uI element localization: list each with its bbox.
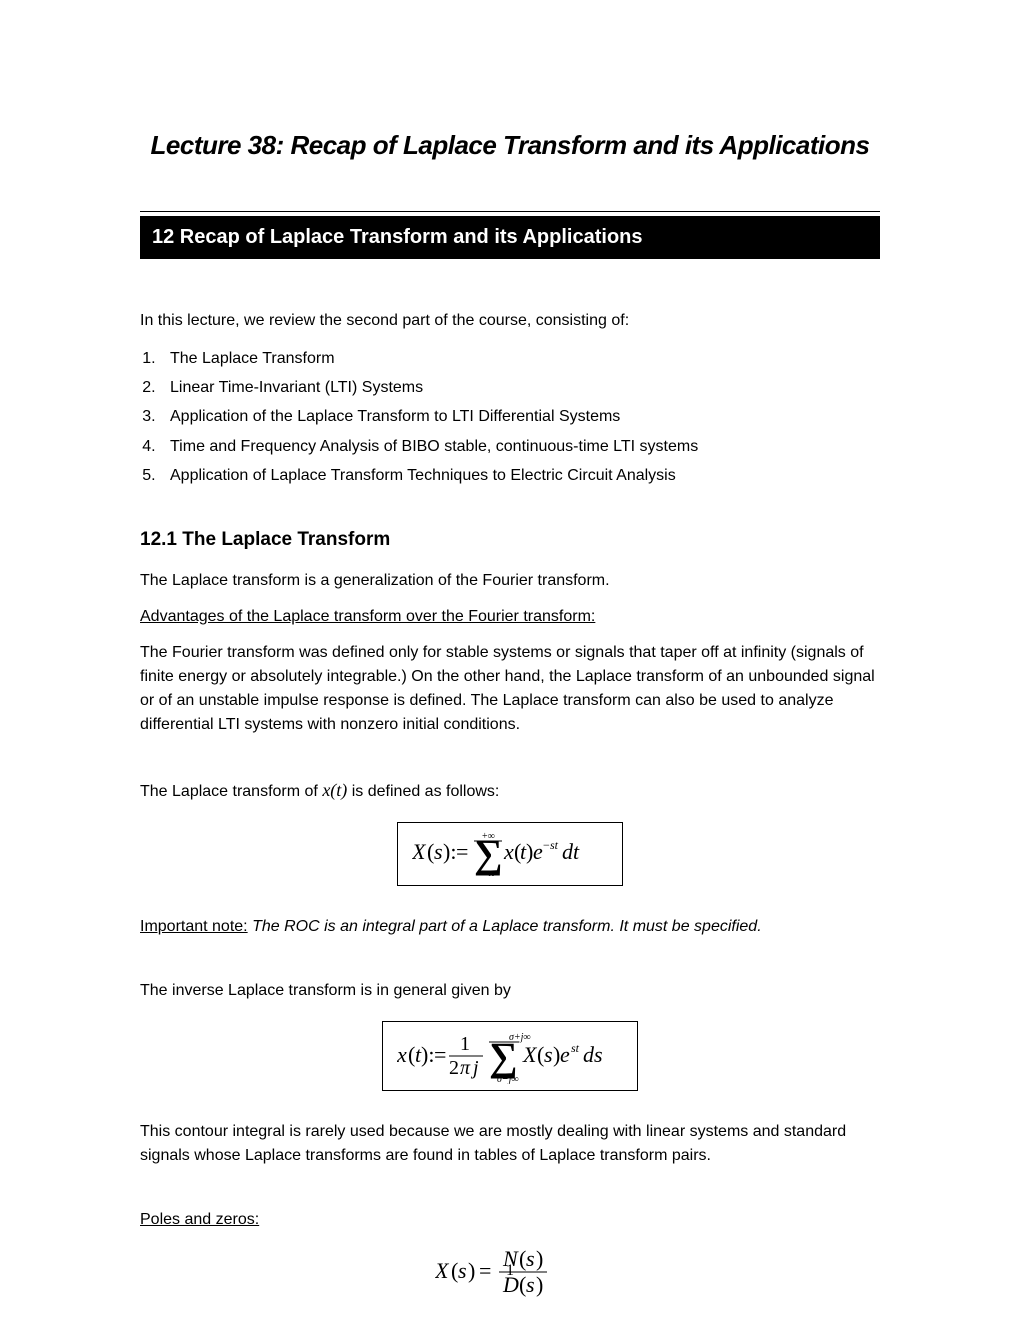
svg-text:):: ):: [421, 1042, 434, 1067]
subsection-heading: 12.1 The Laplace Transform: [140, 529, 880, 551]
svg-text:st: st: [550, 838, 559, 852]
svg-text:ds: ds: [583, 1042, 603, 1067]
forward-transform-equation: X ( s ): = ∑ +∞ −∞ x ( t ) e − st dt: [412, 829, 602, 879]
list-item: The Laplace Transform: [160, 345, 880, 372]
svg-text:s: s: [434, 839, 443, 864]
svg-text:2: 2: [449, 1057, 459, 1079]
section-bar-wrap: 12 Recap of Laplace Transform and its Ap…: [140, 211, 880, 259]
svg-text:x: x: [397, 1042, 407, 1067]
define-math: x(t): [322, 780, 347, 800]
list-item: Application of Laplace Transform Techniq…: [160, 462, 880, 489]
svg-text:x: x: [503, 839, 514, 864]
list-item: Time and Frequency Analysis of BIBO stab…: [160, 433, 880, 460]
forward-transform-box: X ( s ): = ∑ +∞ −∞ x ( t ) e − st dt: [397, 822, 623, 886]
svg-text:e: e: [533, 839, 543, 864]
forward-transform-row: X ( s ): = ∑ +∞ −∞ x ( t ) e − st dt: [140, 816, 880, 901]
important-note: Important note: The ROC is an integral p…: [140, 915, 880, 939]
svg-text:=: =: [456, 839, 468, 864]
define-suffix: is defined as follows:: [347, 783, 499, 800]
svg-text:X: X: [522, 1042, 538, 1067]
svg-text:1: 1: [460, 1033, 470, 1055]
list-item: Linear Time-Invariant (LTI) Systems: [160, 374, 880, 401]
define-prefix: The Laplace transform of: [140, 783, 322, 800]
svg-text:σ−j∞: σ−j∞: [497, 1074, 519, 1084]
svg-text:j: j: [470, 1057, 479, 1079]
important-note-text: The ROC is an integral part of a Laplace…: [248, 918, 762, 935]
page-number: 1: [0, 1262, 1020, 1280]
advantages-body: The Fourier transform was defined only f…: [140, 641, 880, 737]
page-root: Lecture 38: Recap of Laplace Transform a…: [0, 0, 1020, 1320]
svg-text:X: X: [412, 839, 427, 864]
svg-text:e: e: [560, 1042, 570, 1067]
laplace-intro: The Laplace transform is a generalizatio…: [140, 569, 880, 593]
inverse-transform-equation: x ( t ): = 1 2 π j ∑ σ+j∞ σ−j∞ X ( s ): [397, 1028, 617, 1084]
important-note-label: Important note:: [140, 918, 248, 935]
inverse-transform-row: x ( t ): = 1 2 π j ∑ σ+j∞ σ−j∞ X ( s ): [140, 1015, 880, 1106]
advantages-label: Advantages of the Laplace transform over…: [140, 605, 880, 629]
svg-text:+∞: +∞: [482, 831, 495, 842]
definition-line: The Laplace transform of x(t) is defined…: [140, 777, 880, 804]
section-bar: 12 Recap of Laplace Transform and its Ap…: [140, 216, 880, 259]
poles-zeros-label: Poles and zeros:: [140, 1208, 880, 1232]
svg-text:):: ):: [443, 839, 456, 864]
svg-text:−∞: −∞: [482, 869, 495, 879]
svg-text:st: st: [571, 1041, 580, 1055]
lecture-title: Lecture 38: Recap of Laplace Transform a…: [140, 130, 880, 161]
svg-text:s: s: [544, 1042, 553, 1067]
svg-text:π: π: [460, 1057, 471, 1079]
list-item: Application of the Laplace Transform to …: [160, 403, 880, 430]
topics-list: The Laplace Transform Linear Time-Invari…: [140, 345, 880, 489]
intro-text: In this lecture, we review the second pa…: [140, 309, 880, 333]
inverse-transform-box: x ( t ): = 1 2 π j ∑ σ+j∞ σ−j∞ X ( s ): [382, 1021, 638, 1091]
svg-text:=: =: [434, 1042, 446, 1067]
svg-text:dt: dt: [562, 839, 580, 864]
contour-text: This contour integral is rarely used bec…: [140, 1120, 880, 1168]
svg-text:−: −: [543, 838, 550, 852]
inverse-intro: The inverse Laplace transform is in gene…: [140, 979, 880, 1003]
